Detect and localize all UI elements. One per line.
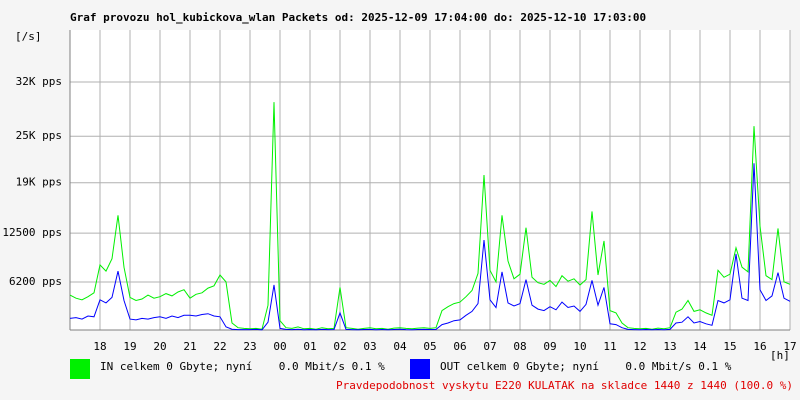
x-tick-label: 12 bbox=[633, 340, 646, 353]
y-axis-label: [/s] bbox=[15, 30, 42, 43]
legend-label: IN celkem 0 Gbyte; nyní 0.0 Mbit/s 0.1 % bbox=[100, 360, 385, 373]
x-axis-label: [h] bbox=[770, 349, 790, 362]
x-tick-label: 20 bbox=[153, 340, 166, 353]
x-tick-label: 13 bbox=[663, 340, 676, 353]
series-line bbox=[69, 102, 791, 330]
x-tick-label: 03 bbox=[363, 340, 376, 353]
legend-swatch bbox=[70, 359, 90, 379]
series-line bbox=[69, 163, 791, 331]
x-tick-label: 15 bbox=[723, 340, 736, 353]
legend-swatch bbox=[410, 359, 430, 379]
x-tick-label: 02 bbox=[333, 340, 346, 353]
legend-label: OUT celkem 0 Gbyte; nyní 0.0 Mbit/s 0.1 … bbox=[440, 360, 732, 373]
x-tick-label: 09 bbox=[543, 340, 556, 353]
x-tick-label: 01 bbox=[303, 340, 316, 353]
y-tick-label: 6200 pps bbox=[9, 275, 62, 288]
x-tick-label: 16 bbox=[753, 340, 766, 353]
x-tick-label: 11 bbox=[603, 340, 616, 353]
x-tick-label: 08 bbox=[513, 340, 526, 353]
y-tick-label: 19K pps bbox=[16, 176, 62, 189]
x-tick-label: 05 bbox=[423, 340, 436, 353]
x-tick-label: 23 bbox=[243, 340, 256, 353]
x-tick-label: 14 bbox=[693, 340, 707, 353]
x-tick-label: 07 bbox=[483, 340, 496, 353]
x-tick-label: 06 bbox=[453, 340, 466, 353]
y-tick-label: 25K pps bbox=[16, 129, 62, 142]
y-tick-label: 12500 pps bbox=[2, 226, 62, 239]
x-tick-label: 04 bbox=[393, 340, 407, 353]
x-tick-label: 19 bbox=[123, 340, 136, 353]
x-tick-label: 22 bbox=[213, 340, 226, 353]
annotation: Pravdepodobnost vyskytu E220 KULATAK na … bbox=[336, 379, 793, 392]
y-tick-label: 32K pps bbox=[16, 75, 62, 88]
x-tick-label: 17 bbox=[783, 340, 796, 353]
x-tick-label: 21 bbox=[183, 340, 196, 353]
chart-title: Graf provozu hol_kubickova_wlan Packets … bbox=[70, 11, 646, 24]
x-tick-label: 10 bbox=[573, 340, 586, 353]
x-tick-label: 00 bbox=[273, 340, 286, 353]
x-tick-label: 18 bbox=[93, 340, 106, 353]
